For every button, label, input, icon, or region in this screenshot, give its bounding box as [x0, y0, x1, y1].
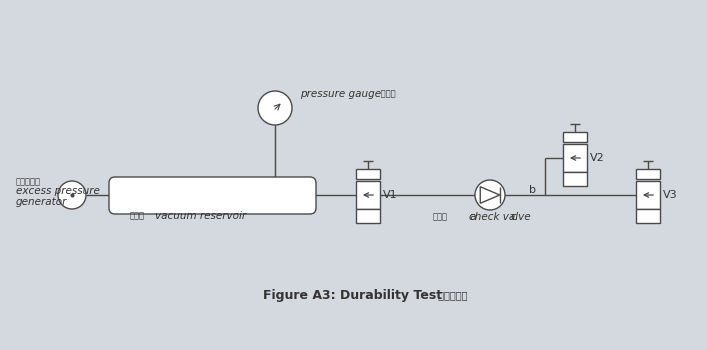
Circle shape — [258, 91, 292, 125]
Text: check valve: check valve — [469, 212, 531, 222]
Bar — [563, 144, 587, 172]
Text: b: b — [530, 185, 537, 195]
Bar — [563, 172, 587, 186]
Text: generator: generator — [16, 197, 67, 207]
Bar — [356, 209, 380, 223]
Bar — [636, 169, 660, 179]
Bar — [563, 132, 587, 142]
Text: 單向閥: 單向閥 — [433, 212, 448, 221]
Text: 壓力計: 壓力計 — [378, 89, 396, 98]
Bar — [356, 181, 380, 209]
Text: Figure A3: Durability Test: Figure A3: Durability Test — [264, 288, 443, 301]
Text: V1: V1 — [383, 190, 397, 200]
Text: excess pressure: excess pressure — [16, 186, 100, 196]
Text: 超壓生成器: 超壓生成器 — [16, 177, 41, 186]
Text: V2: V2 — [590, 153, 604, 163]
Text: vacuum reservoir: vacuum reservoir — [155, 211, 246, 221]
Text: 真空罐: 真空罐 — [130, 211, 145, 220]
Text: 耐久性試驗: 耐久性試驗 — [435, 290, 467, 300]
FancyBboxPatch shape — [109, 177, 316, 214]
Bar — [636, 209, 660, 223]
Bar — [636, 181, 660, 209]
Circle shape — [58, 181, 86, 209]
Circle shape — [475, 180, 505, 210]
Text: c: c — [510, 212, 516, 222]
Text: V3: V3 — [663, 190, 677, 200]
Text: pressure gauge: pressure gauge — [300, 89, 381, 99]
Bar — [356, 169, 380, 179]
Text: a: a — [469, 212, 477, 222]
